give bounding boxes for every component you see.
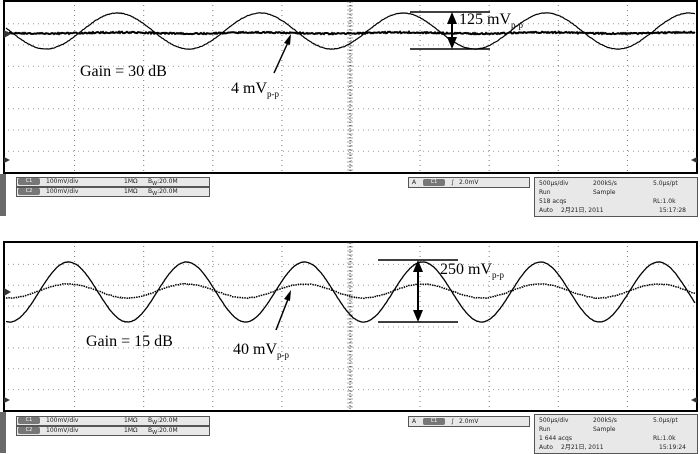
large-signal-label: 125 mVp-p (459, 11, 523, 30)
channel-1-badge: C1 (18, 417, 40, 424)
small-signal-label: 40 mVp-p (233, 341, 289, 360)
channel-1-info[interactable]: C1 100mV/div 1MΩ BW:20.0M (16, 416, 216, 425)
channel-2-info[interactable]: C2 100mV/div 1MΩ BW:20.0M (16, 426, 216, 435)
run-state: Run (539, 426, 551, 434)
channel-1-badge: C1 (18, 178, 40, 185)
status-bar-1: C1 100mV/div 1MΩ BW:20.0M C2 100mV/div 1… (0, 174, 700, 216)
acq-mode: Sample (593, 189, 616, 197)
gain-label: Gain = 30 dB (80, 63, 167, 81)
time: 15:17:28 (659, 207, 686, 215)
trigger-slope-icon: ∫ (451, 179, 454, 187)
trigger-slope-icon: ∫ (451, 418, 454, 426)
channel-1-info[interactable]: C1 100mV/div 1MΩ BW:20.0M (16, 177, 216, 186)
gain-label: Gain = 15 dB (86, 333, 173, 351)
large-signal-label: 250 mVp-p (440, 261, 504, 280)
timebase: 500µs/div (539, 417, 568, 425)
trigger-info[interactable]: A C1 ∫ 2.0mV (408, 177, 530, 188)
channel-2-badge: C2 (18, 427, 40, 434)
trigger-mode: A (412, 179, 416, 187)
channel-2-badge: C2 (18, 188, 40, 195)
resolution: 5.0µs/pt (653, 180, 678, 188)
acq-count: 518 acqs (539, 198, 566, 206)
channel-1-impedance: 1MΩ (124, 177, 138, 186)
date: 2月21日, 2011 (561, 444, 604, 452)
oscilloscope-panel-2: Gain = 15 dB 40 mVp-p 250 mVp-p C1 100mV… (0, 240, 700, 453)
sample-rate: 200kS/s (593, 417, 617, 425)
channel-2-impedance: 1MΩ (124, 426, 138, 435)
status-bar-2: C1 100mV/div 1MΩ BW:20.0M C2 100mV/div 1… (0, 412, 700, 453)
trigger-source: C1 (423, 179, 445, 186)
channel-1-impedance: 1MΩ (124, 416, 138, 425)
date: 2月21日, 2011 (561, 207, 604, 215)
time: 15:19:24 (659, 444, 686, 452)
trigger-auto: Auto (539, 207, 553, 215)
acq-mode: Sample (593, 426, 616, 434)
trigger-mode: A (412, 418, 416, 426)
oscilloscope-panel-1: Gain = 30 dB 4 mVp-p 125 mVp-p C1 100mV/… (0, 0, 700, 216)
acq-count: 1 644 acqs (539, 435, 572, 443)
channel-2-scale: 100mV/div (46, 426, 78, 435)
resolution: 5.0µs/pt (653, 417, 678, 425)
acquisition-info[interactable]: 500µs/div 200kS/s 5.0µs/pt Run Sample 1 … (534, 414, 698, 454)
sample-rate: 200kS/s (593, 180, 617, 188)
timebase: 500µs/div (539, 180, 568, 188)
acquisition-info[interactable]: 500µs/div 200kS/s 5.0µs/pt Run Sample 51… (534, 177, 698, 217)
channel-1-scale: 100mV/div (46, 416, 78, 425)
channel-2-bandwidth: BW:20.0M (148, 187, 178, 199)
trigger-level: 2.0mV (459, 179, 479, 187)
input-waveform-trace (6, 32, 695, 35)
trigger-info[interactable]: A C1 ∫ 2.0mV (408, 416, 530, 427)
channel-2-bandwidth: BW:20.0M (148, 426, 178, 438)
channel-2-info[interactable]: C2 100mV/div 1MΩ BW:20.0M (16, 187, 216, 196)
trigger-level: 2.0mV (459, 418, 479, 426)
run-state: Run (539, 189, 551, 197)
record-length: RL:1.0k (653, 198, 676, 206)
trigger-source: C1 (423, 418, 445, 425)
record-length: RL:1.0k (653, 435, 676, 443)
trigger-auto: Auto (539, 444, 553, 452)
small-signal-label: 4 mVp-p (231, 80, 279, 99)
channel-2-scale: 100mV/div (46, 187, 78, 196)
channel-1-scale: 100mV/div (46, 177, 78, 186)
channel-2-impedance: 1MΩ (124, 187, 138, 196)
